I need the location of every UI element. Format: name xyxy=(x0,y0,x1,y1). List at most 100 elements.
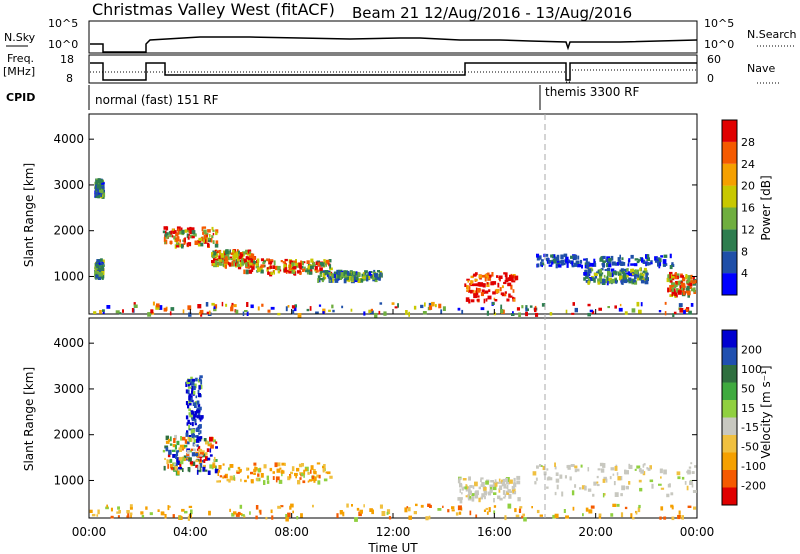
scatter-cell xyxy=(425,516,429,521)
scatter-cell xyxy=(315,261,318,265)
colorbar-tick-label: 20 xyxy=(741,180,755,193)
beam-info: Beam 21 12/Aug/2016 - 13/Aug/2016 xyxy=(352,4,632,22)
scatter-cell xyxy=(249,251,251,254)
scatter-cell xyxy=(555,256,560,262)
scatter-cell xyxy=(199,309,204,314)
scatter-cell xyxy=(561,491,564,497)
scatter-cell xyxy=(118,312,122,315)
scatter-cell xyxy=(198,424,202,429)
scatter-cell xyxy=(689,280,693,286)
scatter-cell xyxy=(360,278,364,283)
scatter-cell xyxy=(675,281,678,285)
scatter-cell xyxy=(292,510,294,514)
scatter-cell xyxy=(594,275,598,279)
scatter-cell xyxy=(566,261,569,266)
scatter-cell xyxy=(659,468,663,474)
scatter-cell xyxy=(175,242,179,246)
scatter-cell xyxy=(499,497,503,501)
scatter-cell xyxy=(451,509,455,512)
scatter-cell xyxy=(525,305,528,310)
scatter-cell xyxy=(574,254,578,260)
scatter-cell xyxy=(342,511,345,517)
scatter-cell xyxy=(322,468,326,472)
scatter-cell xyxy=(232,477,234,481)
scatter-cell xyxy=(487,491,491,495)
scatter-cell xyxy=(285,271,288,274)
scatter-cell xyxy=(95,264,99,268)
scatter-cell xyxy=(193,448,196,452)
scatter-cell xyxy=(242,251,246,255)
scatter-cell xyxy=(97,259,101,264)
scatter-cell xyxy=(459,482,463,488)
scatter-cell xyxy=(306,308,310,312)
scatter-cell xyxy=(211,226,214,231)
scatter-cell xyxy=(482,283,486,288)
scatter-cell xyxy=(257,468,261,473)
scatter-cell xyxy=(510,295,513,298)
scatter-cell xyxy=(510,490,512,493)
scatter-cell xyxy=(266,475,269,481)
scatter-cell xyxy=(312,504,314,508)
scatter-cell xyxy=(218,465,222,470)
scatter-cell xyxy=(259,510,262,515)
scatter-cell xyxy=(549,312,553,316)
scatter-cell xyxy=(504,515,507,521)
scatter-cell xyxy=(442,505,444,508)
scatter-cell xyxy=(209,234,211,238)
scatter-cell xyxy=(366,277,369,282)
scatter-cell xyxy=(316,462,321,465)
scatter-cell xyxy=(220,256,224,261)
scatter-cell xyxy=(117,506,120,510)
scatter-cell xyxy=(179,515,181,520)
scatter-cell xyxy=(185,415,189,420)
scatter-cell xyxy=(508,293,511,298)
velocity-colorbar-label: Velocity [m s⁻¹] xyxy=(759,365,773,458)
scatter-cell xyxy=(213,306,216,309)
scatter-cell xyxy=(260,269,264,274)
scatter-cell xyxy=(489,274,492,278)
scatter-cell xyxy=(461,309,464,314)
scatter-cell xyxy=(228,467,231,471)
scatter-cell xyxy=(480,484,483,487)
scatter-cell xyxy=(505,477,508,483)
scatter-cell xyxy=(151,312,155,315)
scatter-cell xyxy=(191,378,195,382)
scatter-cell xyxy=(630,263,634,266)
scatter-cell xyxy=(662,259,667,264)
scatter-cell xyxy=(604,493,606,496)
scatter-cell xyxy=(512,274,516,278)
scatter-cell xyxy=(670,492,674,496)
scatter-cell xyxy=(164,240,167,244)
scatter-cell xyxy=(169,464,173,469)
scatter-cell xyxy=(493,312,496,316)
scatter-cell xyxy=(523,517,527,522)
scatter-cell xyxy=(546,477,550,481)
scatter-cell xyxy=(218,262,221,266)
colorbar-frame xyxy=(721,329,738,506)
scatter-cell xyxy=(464,486,467,490)
scatter-cell xyxy=(585,258,588,264)
scatter-cell xyxy=(200,450,205,454)
scatter-cell xyxy=(480,307,485,311)
scatter-cell xyxy=(247,467,250,471)
scatter-cell xyxy=(310,269,312,274)
scatter-cell xyxy=(214,243,219,248)
nsky-trace xyxy=(90,36,698,53)
velocity-colorbar: -200 -100 -50 -15 15 50 100 200 xyxy=(721,329,766,506)
scatter-cell xyxy=(422,311,427,315)
x-axis-ticks: 00:00 04:00 08:00 12:00 16:00 20:00 00:00 xyxy=(72,309,714,539)
scatter-cell xyxy=(180,227,183,232)
scatter-cell xyxy=(186,227,190,231)
scatter-cell xyxy=(197,304,202,309)
scatter-cell xyxy=(574,468,577,473)
scatter-cell xyxy=(490,281,495,286)
scatter-cell xyxy=(489,489,493,494)
scatter-cell xyxy=(585,507,589,512)
scatter-cell xyxy=(215,260,218,265)
scatter-cell xyxy=(327,274,330,279)
scatter-cell xyxy=(97,268,101,271)
scatter-cell xyxy=(671,516,675,521)
scatter-cell xyxy=(313,479,316,483)
scatter-cell xyxy=(630,268,633,273)
scatter-cell xyxy=(483,298,486,304)
